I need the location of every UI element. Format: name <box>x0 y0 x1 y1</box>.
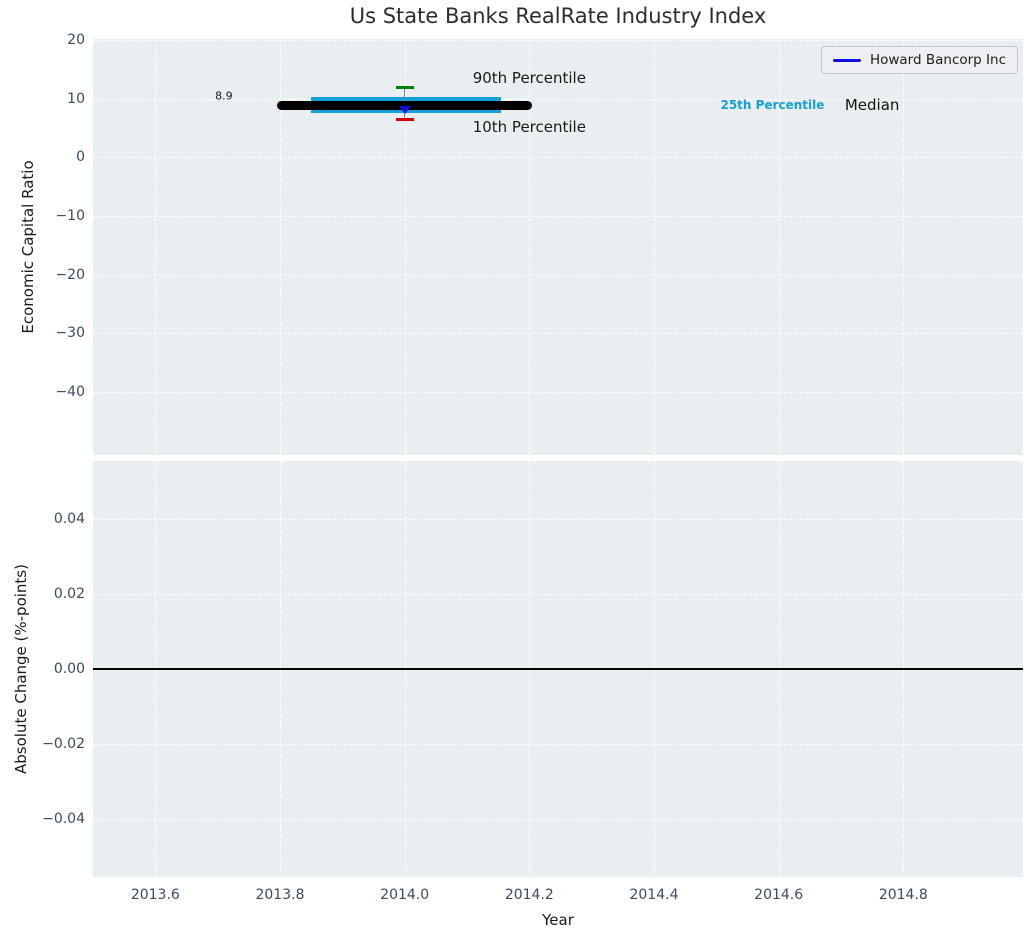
y-tick-label: −10 <box>21 207 85 225</box>
gridline-y <box>93 333 1023 334</box>
figure: Us State Banks RealRate Industry Index H… <box>0 0 1034 942</box>
x-tick-label: 2014.0 <box>363 886 447 904</box>
x-axis-label-year: Year <box>93 911 1023 929</box>
y-tick-label: −20 <box>21 266 85 284</box>
gridline-y <box>93 40 1023 41</box>
y-tick-label: −30 <box>21 324 85 342</box>
gridline-y <box>93 216 1023 217</box>
gridline-y <box>93 594 1023 595</box>
annotation-median-label: Median <box>845 96 900 114</box>
y-tick-label: −40 <box>21 383 85 401</box>
x-tick-label: 2014.6 <box>737 886 821 904</box>
y-tick-label: 0 <box>21 148 85 166</box>
y-tick-label: 0.02 <box>21 585 85 603</box>
x-tick-label: 2014.4 <box>612 886 696 904</box>
y-tick-label: −0.04 <box>21 810 85 828</box>
legend: Howard Bancorp Inc <box>821 46 1018 74</box>
gridline-y <box>93 275 1023 276</box>
gridline-y <box>93 819 1023 820</box>
y-tick-label: 0.04 <box>21 510 85 528</box>
gridline-y <box>93 392 1023 393</box>
chart-title: Us State Banks RealRate Industry Index <box>93 4 1023 28</box>
plot-absolute-change <box>93 461 1023 877</box>
y-tick-label: 20 <box>21 31 85 49</box>
y-tick-label: 0.00 <box>21 660 85 678</box>
annotation-company-value-label: 8.9 <box>215 89 233 102</box>
annotation-p10-label: 10th Percentile <box>473 118 586 136</box>
legend-line-swatch <box>833 59 861 62</box>
y-axis-label-economic-capital-ratio: Economic Capital Ratio <box>19 160 37 333</box>
y-tick-label: 10 <box>21 90 85 108</box>
percentile-10-cap <box>396 118 414 121</box>
x-tick-label: 2013.8 <box>238 886 322 904</box>
x-tick-label: 2014.8 <box>861 886 945 904</box>
gridline-y <box>93 519 1023 520</box>
plot-economic-capital-ratio: Howard Bancorp Inc 8.9 90th Percentile 10t… <box>93 39 1023 455</box>
x-tick-label: 2014.2 <box>487 886 571 904</box>
y-tick-label: −0.02 <box>21 735 85 753</box>
legend-label: Howard Bancorp Inc <box>870 52 1006 68</box>
x-tick-label: 2013.6 <box>113 886 197 904</box>
zero-line <box>93 668 1023 670</box>
gridline-y <box>93 157 1023 158</box>
annotation-p90-label: 90th Percentile <box>473 69 586 87</box>
company-marker <box>399 106 411 114</box>
annotation-p25-label: 25th Percentile <box>720 98 824 112</box>
percentile-90-cap <box>396 86 414 89</box>
gridline-y <box>93 744 1023 745</box>
